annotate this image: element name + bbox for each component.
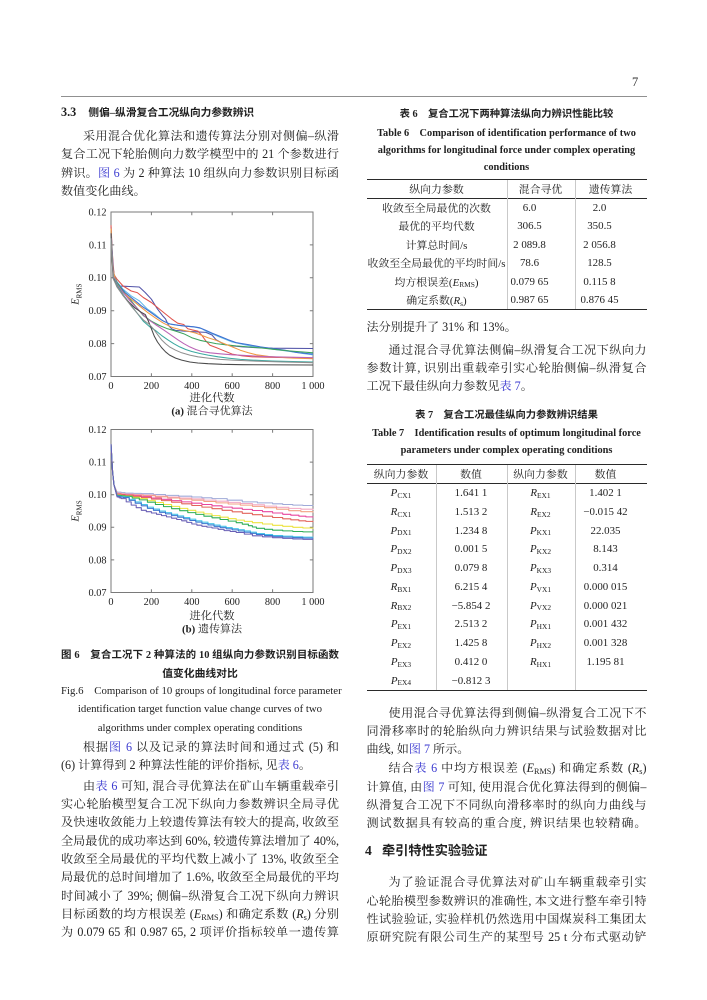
svg-text:ERMS: ERMS bbox=[71, 500, 84, 522]
svg-text:0: 0 bbox=[108, 381, 113, 392]
svg-text:0.11: 0.11 bbox=[89, 240, 107, 251]
svg-text:进化代数: 进化代数 bbox=[189, 608, 234, 624]
svg-text:0.12: 0.12 bbox=[88, 425, 106, 436]
svg-text:200: 200 bbox=[144, 597, 159, 608]
svg-text:200: 200 bbox=[144, 381, 159, 392]
svg-text:0.07: 0.07 bbox=[88, 588, 106, 599]
svg-text:600: 600 bbox=[224, 597, 239, 608]
svg-text:0: 0 bbox=[108, 597, 113, 608]
svg-text:0.08: 0.08 bbox=[88, 339, 106, 350]
svg-text:1 000: 1 000 bbox=[301, 597, 324, 608]
svg-text:400: 400 bbox=[184, 597, 199, 608]
svg-text:ERMS: ERMS bbox=[71, 283, 84, 305]
svg-text:进化代数: 进化代数 bbox=[189, 390, 234, 406]
svg-text:0.12: 0.12 bbox=[88, 207, 106, 218]
svg-text:800: 800 bbox=[265, 381, 280, 392]
svg-text:0.10: 0.10 bbox=[88, 273, 106, 284]
svg-text:600: 600 bbox=[224, 381, 239, 392]
svg-text:0.09: 0.09 bbox=[88, 523, 106, 534]
svg-text:0.11: 0.11 bbox=[89, 458, 107, 469]
svg-text:800: 800 bbox=[265, 597, 280, 608]
svg-text:1 000: 1 000 bbox=[301, 381, 324, 392]
svg-text:0.10: 0.10 bbox=[88, 490, 106, 501]
svg-text:(b) 遗传算法: (b) 遗传算法 bbox=[182, 621, 243, 637]
svg-text:0.08: 0.08 bbox=[88, 555, 106, 566]
svg-text:0.07: 0.07 bbox=[88, 372, 106, 383]
svg-text:0.09: 0.09 bbox=[88, 306, 106, 317]
svg-text:400: 400 bbox=[184, 381, 199, 392]
svg-text:(a) 混合寻优算法: (a) 混合寻优算法 bbox=[171, 403, 253, 419]
